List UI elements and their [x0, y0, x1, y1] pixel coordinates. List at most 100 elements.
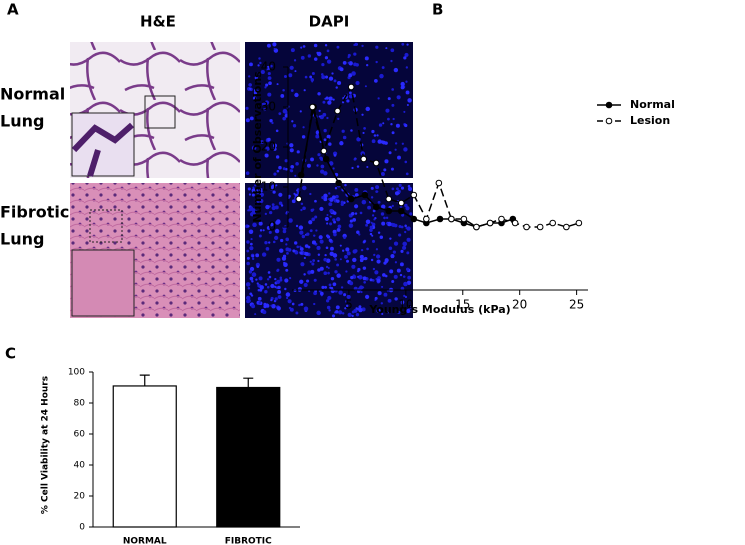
- nucleus: [403, 294, 406, 298]
- nucleus: [336, 45, 340, 49]
- nucleus: [303, 283, 307, 287]
- nucleus: [381, 285, 384, 288]
- nucleus: [321, 63, 325, 67]
- nucleus: [318, 115, 321, 118]
- nucleus: [340, 200, 344, 204]
- nucleus: [340, 286, 344, 289]
- nucleus: [405, 206, 410, 211]
- nucleus: [268, 81, 272, 86]
- nucleus: [319, 156, 323, 160]
- nucleus: [375, 248, 379, 251]
- nucleus: [341, 129, 345, 133]
- nucleus: [334, 187, 338, 190]
- nucleus: [400, 249, 404, 253]
- nucleus: [300, 262, 305, 267]
- nucleus: [319, 266, 324, 271]
- nucleus: [355, 81, 360, 86]
- nucleus: [254, 313, 257, 316]
- data-point: [334, 107, 341, 115]
- nucleus: [249, 276, 254, 281]
- nucleus: [400, 81, 405, 87]
- nucleus: [282, 116, 286, 121]
- nucleus: [296, 245, 300, 249]
- y-tick-label: 10: [261, 180, 276, 194]
- nucleus: [358, 305, 362, 309]
- nucleus: [389, 269, 394, 274]
- nucleus: [341, 249, 345, 252]
- nucleus: [358, 307, 363, 313]
- nucleus: [295, 224, 299, 228]
- nucleus: [296, 189, 299, 192]
- y-tick-label: 80: [74, 399, 86, 409]
- nucleus: [336, 263, 340, 267]
- nucleus: [362, 266, 367, 270]
- nucleus: [366, 247, 369, 251]
- nucleus: [303, 89, 306, 92]
- nucleus: [294, 70, 297, 73]
- nucleus: [339, 67, 344, 72]
- nucleus: [286, 296, 289, 300]
- nucleus: [322, 100, 326, 104]
- nucleus: [314, 199, 317, 203]
- nucleus: [245, 106, 249, 110]
- data-point: [385, 207, 393, 215]
- panel-label: B: [432, 1, 443, 19]
- nucleus: [265, 204, 270, 210]
- nucleus: [295, 162, 299, 166]
- nucleus: [318, 109, 321, 112]
- nucleus: [298, 303, 301, 307]
- nucleus: [335, 86, 338, 89]
- nucleus: [369, 228, 373, 232]
- nucleus: [353, 52, 357, 56]
- nucleus: [264, 240, 268, 245]
- nucleus: [407, 98, 412, 103]
- nucleus: [373, 253, 376, 257]
- nucleus: [387, 310, 390, 314]
- nucleus: [342, 135, 347, 140]
- nucleus: [261, 252, 267, 257]
- nucleus: [328, 96, 333, 101]
- nucleus: [276, 279, 281, 284]
- nucleus: [335, 194, 339, 199]
- nucleus: [300, 202, 304, 206]
- nucleus: [289, 65, 294, 70]
- nucleus: [320, 73, 324, 76]
- nucleus: [290, 89, 294, 92]
- nucleus: [383, 292, 388, 297]
- nucleus: [272, 190, 276, 194]
- nucleus: [390, 48, 395, 53]
- nucleus: [274, 277, 277, 281]
- nucleus: [366, 165, 369, 169]
- nucleus: [400, 301, 404, 305]
- nucleus: [271, 184, 276, 189]
- nucleus: [407, 275, 412, 280]
- nucleus: [328, 238, 333, 242]
- nucleus: [388, 246, 393, 251]
- nucleus: [330, 246, 334, 251]
- nucleus: [384, 159, 389, 164]
- nucleus: [362, 286, 365, 289]
- nucleus: [336, 227, 341, 232]
- nucleus: [326, 49, 330, 53]
- nucleus: [372, 267, 376, 271]
- nucleus: [296, 150, 300, 154]
- nucleus: [317, 92, 321, 96]
- nucleus: [337, 224, 342, 229]
- nucleus: [259, 140, 264, 144]
- x-tick-label: 5: [345, 298, 353, 312]
- nucleus: [276, 269, 279, 272]
- nucleus: [279, 278, 283, 282]
- nucleus: [249, 266, 255, 272]
- nucleus: [351, 166, 354, 170]
- nucleus: [304, 244, 309, 248]
- nucleus: [374, 270, 379, 275]
- nucleus: [265, 146, 270, 151]
- nucleus: [394, 148, 397, 151]
- nucleus: [385, 216, 389, 220]
- nucleus: [266, 43, 271, 48]
- nucleus: [370, 258, 374, 262]
- nucleus: [311, 217, 315, 222]
- nucleus: [335, 305, 340, 310]
- nucleus: [342, 201, 346, 204]
- nucleus: [335, 310, 339, 314]
